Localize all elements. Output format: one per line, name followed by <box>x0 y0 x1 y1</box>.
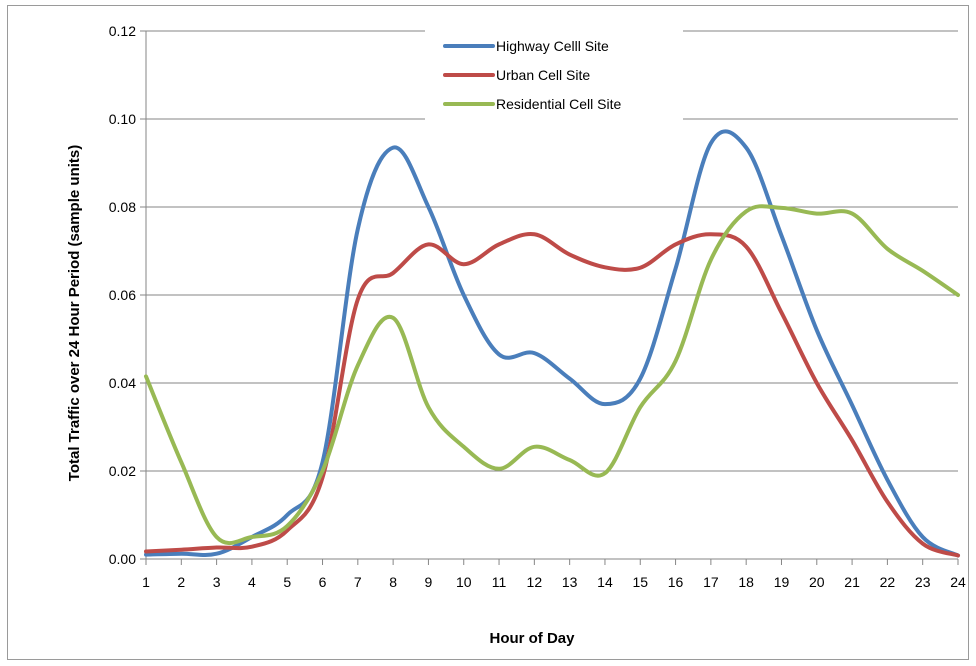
x-tick-label: 19 <box>774 574 790 590</box>
series-line-highway <box>144 129 960 558</box>
legend-entry-residential: Residential Cell Site <box>443 96 621 112</box>
x-axis-title: Hour of Day <box>489 630 575 647</box>
y-tick-label: 0.06 <box>109 287 136 303</box>
legend-entry-urban: Urban Cell Site <box>443 67 590 83</box>
x-tick-label: 6 <box>319 574 327 590</box>
x-tick-label: 5 <box>283 574 291 590</box>
y-tick-label: 0.12 <box>109 23 136 39</box>
x-tick-label: 2 <box>177 574 185 590</box>
y-tick-label: 0.10 <box>109 111 136 127</box>
axes <box>140 30 959 565</box>
series-line-residential <box>144 204 960 546</box>
legend: Highway Celll Site Urban Cell Site Resid… <box>425 30 683 120</box>
series-line-urban <box>144 232 960 558</box>
y-tick-label: 0.02 <box>109 463 136 479</box>
x-tick-label: 17 <box>703 574 719 590</box>
x-tick-label: 10 <box>456 574 472 590</box>
x-tick-labels: 1 2 3 4 5 6 7 8 9 10 11 12 13 14 15 16 17 18 19 20 21 22 23 24 <box>142 574 966 590</box>
x-tick-label: 21 <box>844 574 860 590</box>
y-tick-label: 0.08 <box>109 199 136 215</box>
x-tick-label: 22 <box>880 574 896 590</box>
x-tick-label: 4 <box>248 574 256 590</box>
legend-entry-highway: Highway Celll Site <box>443 38 609 54</box>
x-tick-label: 23 <box>915 574 931 590</box>
legend-label-urban: Urban Cell Site <box>496 67 590 83</box>
x-tick-label: 14 <box>597 574 613 590</box>
y-tick-labels: 0.00 0.02 0.04 0.06 0.08 0.10 0.12 <box>109 23 136 567</box>
y-axis-title: Total Traffic over 24 Hour Period (sampl… <box>66 145 83 481</box>
y-tick-label: 0.00 <box>109 551 136 567</box>
x-tick-label: 1 <box>142 574 150 590</box>
legend-label-residential: Residential Cell Site <box>496 96 621 112</box>
x-tick-label: 24 <box>950 574 966 590</box>
legend-label-highway: Highway Celll Site <box>496 38 609 54</box>
x-tick-label: 3 <box>213 574 221 590</box>
x-tick-label: 15 <box>632 574 648 590</box>
series-lines <box>144 129 960 558</box>
y-tick-label: 0.04 <box>109 375 136 391</box>
x-tick-label: 11 <box>492 574 507 590</box>
x-tick-label: 9 <box>425 574 433 590</box>
x-tick-label: 20 <box>809 574 825 590</box>
x-tick-label: 8 <box>389 574 397 590</box>
x-tick-label: 12 <box>527 574 543 590</box>
x-tick-label: 13 <box>562 574 578 590</box>
x-tick-label: 16 <box>668 574 684 590</box>
x-tick-label: 7 <box>354 574 362 590</box>
x-tick-label: 18 <box>738 574 754 590</box>
